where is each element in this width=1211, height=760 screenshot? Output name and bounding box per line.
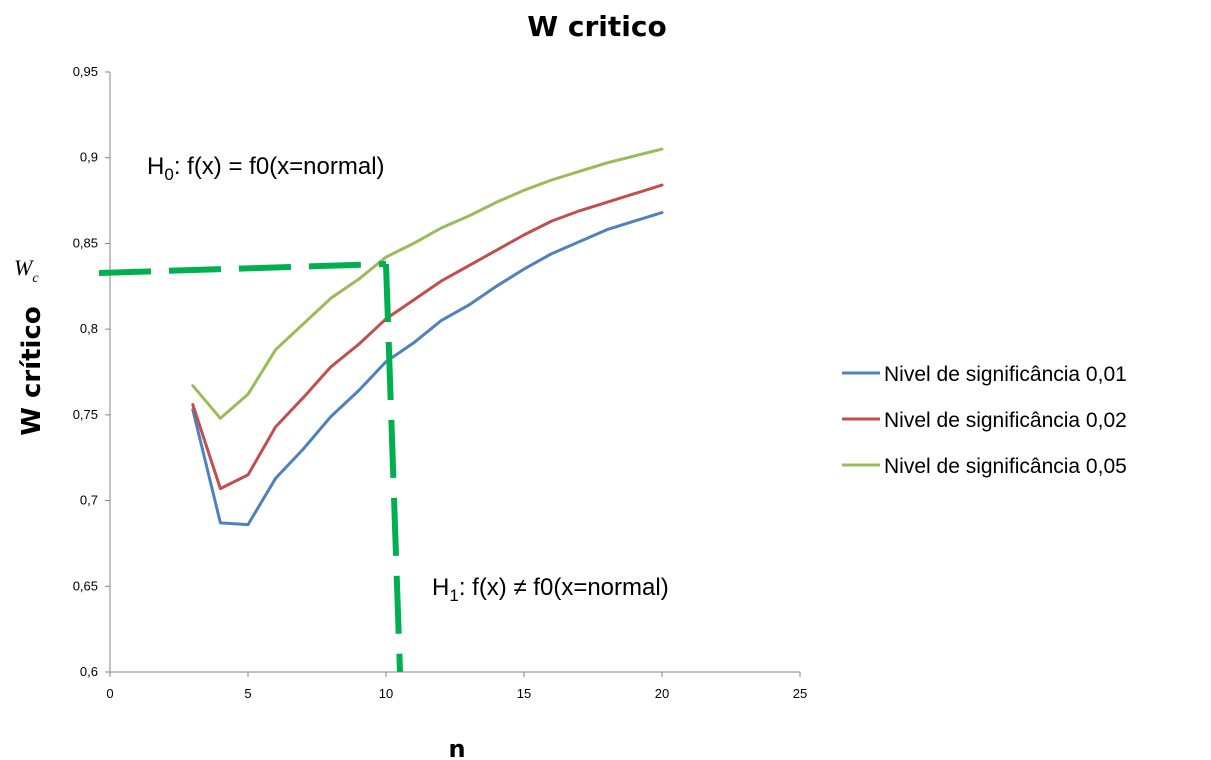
- h0-symbol: H: [147, 153, 164, 180]
- y-tick-label: 0,9: [80, 150, 98, 165]
- y-tick-label: 0,75: [73, 407, 98, 422]
- x-tick-label: 20: [655, 686, 669, 701]
- series-lines: [191, 147, 664, 527]
- y-ticks: 0,6 0,65 0,7 0,75 0,8 0,85 0,9 0,95: [73, 64, 110, 679]
- y-tick-label: 0,65: [73, 578, 98, 593]
- legend-label-2: Nivel de significância 0,02: [884, 409, 1127, 432]
- x-tick-label: 5: [244, 686, 251, 701]
- wc-subscript: c: [32, 271, 39, 286]
- h1-subscript: 1: [449, 586, 458, 605]
- h1-annotation: H1: f(x) ≠ f0(x=normal): [432, 574, 669, 605]
- y-axis-label: W crítico: [17, 306, 47, 436]
- h1-symbol: H: [432, 574, 449, 601]
- wc-annotation: Wc: [14, 255, 39, 286]
- y-tick-label: 0,7: [80, 493, 98, 508]
- guide-line-vertical: [383, 263, 403, 673]
- x-axis-label: n: [448, 735, 465, 760]
- wc-symbol: W: [14, 255, 34, 280]
- h0-annotation: H0: f(x) = f0(x=normal): [147, 153, 385, 184]
- x-tick-label: 10: [379, 686, 393, 701]
- legend: Nivel de significância 0,01 Nivel de sign…: [842, 363, 1127, 478]
- series-line-1: [191, 211, 664, 527]
- y-tick-label: 0,95: [73, 64, 98, 79]
- series-line-3: [191, 147, 664, 420]
- x-tick-label: 0: [106, 686, 113, 701]
- guide-line-horizontal: [98, 261, 387, 276]
- y-tick-label: 0,85: [73, 235, 98, 250]
- axes: [109, 72, 800, 673]
- legend-label-1: Nivel de significância 0,01: [884, 363, 1127, 386]
- guide-lines: [98, 261, 403, 673]
- x-tick-label: 25: [793, 686, 807, 701]
- y-tick-label: 0,6: [80, 664, 98, 679]
- x-ticks: 0 5 10 15 20 25: [106, 672, 807, 701]
- h0-subscript: 0: [164, 165, 173, 184]
- x-tick-label: 15: [517, 686, 531, 701]
- series-line-2: [191, 183, 664, 491]
- chart-title: W critico: [527, 10, 666, 43]
- legend-label-3: Nivel de significância 0,05: [884, 455, 1127, 478]
- h0-text: : f(x) = f0(x=normal): [174, 153, 385, 180]
- y-tick-label: 0,8: [80, 321, 98, 336]
- h1-text: : f(x) ≠ f0(x=normal): [459, 574, 669, 601]
